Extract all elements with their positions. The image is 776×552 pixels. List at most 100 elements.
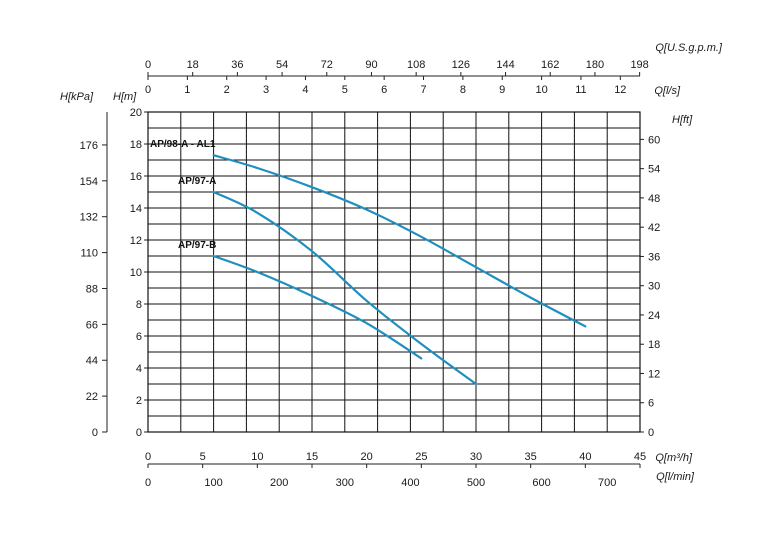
usgpm-tick-label: 36 — [231, 59, 243, 71]
ft-tick-label: 60 — [648, 134, 660, 146]
ft-tick-label: 54 — [648, 164, 660, 176]
ft-tick-label: 24 — [648, 310, 660, 322]
m-tick-label: 16 — [130, 171, 142, 183]
ls-tick-label: 4 — [302, 84, 308, 96]
plot-frame — [147, 111, 641, 433]
m3h-unit-label: Q[m³/h] — [655, 452, 693, 464]
kpa-tick-label: 0 — [92, 427, 98, 439]
curve-name-label: AP/97-A — [178, 176, 216, 187]
m-tick-label: 6 — [136, 331, 142, 343]
ft-tick-labels: 0 6 12 18 24 30 36 42 48 54 60 — [640, 134, 660, 439]
m3h-tick-label: 20 — [361, 451, 373, 463]
ft-tick-label: 12 — [648, 368, 660, 380]
lmin-tick-label: 200 — [270, 477, 288, 489]
ls-tick-label: 11 — [575, 84, 586, 96]
kpa-tick-label: 88 — [86, 283, 98, 295]
lmin-tick-label: 0 — [145, 477, 151, 489]
ft-tick-label: 30 — [648, 281, 660, 293]
m3h-tick-label: 35 — [525, 451, 537, 463]
usgpm-tick-label: 144 — [496, 59, 514, 71]
left-head-axes: H[kPa] H[m] 0 22 44 66 88 110 132 154 176 0 2 4 6 8 1… — [60, 91, 148, 439]
m-tick-label: 14 — [130, 203, 142, 215]
lmin-tick-labels: 0 100 200 300 400 500 600 700 — [145, 477, 616, 489]
ls-tick-label: 6 — [381, 84, 387, 96]
m-tick-label: 20 — [130, 107, 142, 119]
kpa-tick-label: 22 — [86, 391, 98, 403]
ft-tick-label: 42 — [648, 222, 660, 234]
ft-tick-label: 0 — [648, 427, 654, 439]
ls-tick-label: 7 — [420, 84, 426, 96]
m-tick-label: 2 — [136, 395, 142, 407]
m-tick-label: 10 — [130, 267, 142, 279]
curve-name-label: AP/97-B — [178, 240, 216, 251]
ls-tick-label: 3 — [263, 84, 269, 96]
m3h-tick-label: 5 — [200, 451, 206, 463]
m3h-tick-label: 25 — [415, 451, 427, 463]
lmin-unit-label: Q[l/min] — [656, 471, 695, 483]
kpa-unit-label: H[kPa] — [60, 91, 94, 103]
ft-tick-label: 6 — [648, 398, 654, 410]
usgpm-tick-label: 126 — [452, 59, 470, 71]
usgpm-tick-labels: 0 18 36 54 72 90 108 126 144 162 180 198 — [145, 59, 649, 76]
curve-labels: AP/98-A - AL1 AP/97-A AP/97-B — [150, 139, 216, 251]
usgpm-tick-label: 72 — [321, 59, 333, 71]
m3h-tick-label: 15 — [306, 451, 318, 463]
top-flow-axes: Q[U.S.g.p.m.] Q[l/s] 0 18 36 54 72 90 108 126 14… — [145, 42, 723, 97]
ls-tick-label: 8 — [460, 84, 466, 96]
lmin-tick-label: 600 — [532, 477, 550, 489]
m3h-tick-label: 30 — [470, 451, 482, 463]
kpa-tick-label: 44 — [86, 355, 98, 367]
performance-curve — [212, 154, 587, 328]
performance-curve — [212, 254, 423, 360]
curve-name-label: AP/98-A - AL1 — [150, 139, 216, 150]
ls-tick-label: 2 — [224, 84, 230, 96]
kpa-tick-label: 176 — [80, 140, 98, 152]
usgpm-tick-label: 108 — [407, 59, 425, 71]
ft-tick-label: 48 — [648, 193, 660, 205]
lmin-tick-label: 700 — [598, 477, 616, 489]
ft-tick-label: 36 — [648, 251, 660, 263]
performance-curves — [212, 154, 587, 386]
m3h-tick-label: 10 — [251, 451, 263, 463]
ls-tick-label: 9 — [499, 84, 505, 96]
usgpm-tick-label: 18 — [187, 59, 199, 71]
usgpm-tick-label: 198 — [630, 59, 648, 71]
usgpm-tick-label: 54 — [276, 59, 288, 71]
kpa-tick-label: 66 — [86, 319, 98, 331]
m3h-tick-label: 0 — [145, 451, 151, 463]
m-tick-label: 12 — [130, 235, 142, 247]
right-ft-axis: H[ft] 0 6 12 18 24 30 36 42 48 54 60 — [640, 114, 693, 439]
m3h-tick-label: 40 — [579, 451, 591, 463]
kpa-tick-label: 132 — [80, 212, 98, 224]
m-tick-label: 4 — [136, 363, 142, 375]
m-tick-labels: 0 2 4 6 8 10 12 14 16 18 20 — [130, 107, 148, 439]
m-tick-label: 0 — [136, 427, 142, 439]
plot-grid — [148, 112, 640, 432]
bottom-flow-axes: Q[m³/h] Q[l/min] 0 5 10 15 20 25 30 35 40 45 0 100… — [145, 451, 695, 489]
ft-unit-label: H[ft] — [672, 114, 693, 126]
m-tick-label: 8 — [136, 299, 142, 311]
lmin-tick-label: 400 — [401, 477, 419, 489]
kpa-tick-labels: 0 22 44 66 88 110 132 154 176 — [80, 140, 107, 439]
usgpm-unit-label: Q[U.S.g.p.m.] — [655, 42, 723, 54]
ls-unit-label: Q[l/s] — [654, 85, 681, 97]
usgpm-tick-label: 0 — [145, 59, 151, 71]
ls-tick-label: 1 — [184, 84, 190, 96]
ft-tick-label: 18 — [648, 339, 660, 351]
lmin-tick-label: 100 — [204, 477, 222, 489]
ls-tick-label: 0 — [145, 84, 151, 96]
ls-tick-labels: 0 1 2 3 4 5 6 7 8 9 10 11 12 — [145, 76, 626, 96]
usgpm-tick-label: 180 — [586, 59, 604, 71]
ls-tick-label: 10 — [535, 84, 547, 96]
lmin-tick-label: 500 — [467, 477, 485, 489]
m-unit-label: H[m] — [113, 91, 137, 103]
ls-tick-label: 12 — [614, 84, 626, 96]
m3h-tick-labels: 0 5 10 15 20 25 30 35 40 45 — [145, 451, 646, 468]
ls-tick-label: 5 — [342, 84, 348, 96]
usgpm-tick-label: 162 — [541, 59, 559, 71]
m-tick-label: 18 — [130, 139, 142, 151]
usgpm-tick-label: 90 — [365, 59, 377, 71]
performance-curve — [212, 190, 478, 386]
kpa-tick-label: 110 — [80, 248, 98, 260]
